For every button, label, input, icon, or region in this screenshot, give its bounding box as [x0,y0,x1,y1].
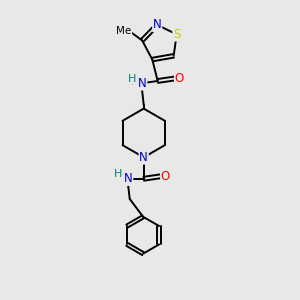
Text: Me: Me [116,26,132,36]
Text: N: N [153,18,162,32]
Text: H: H [128,74,136,84]
Text: H: H [130,77,139,87]
Text: S: S [173,28,180,41]
Text: N: N [138,77,147,90]
Text: H: H [114,169,123,179]
Text: O: O [161,170,170,183]
Text: N: N [139,151,148,164]
Text: H: H [130,77,139,87]
Text: O: O [175,72,184,85]
Text: N: N [124,172,133,185]
